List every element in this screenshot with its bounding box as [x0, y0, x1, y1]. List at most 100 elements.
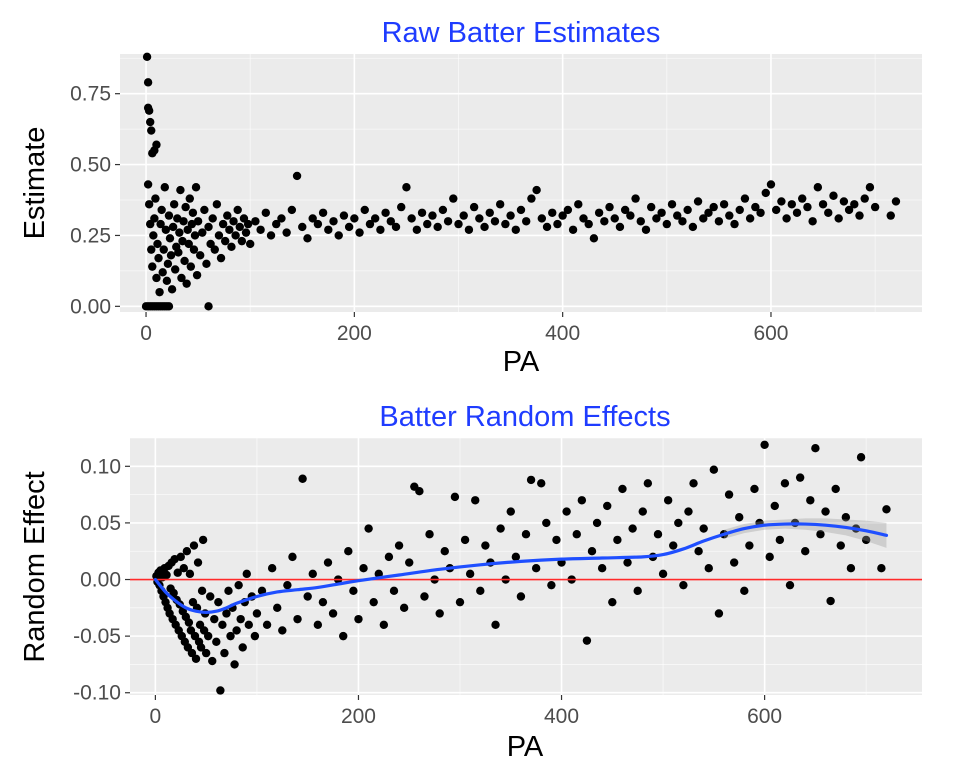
data-point [252, 609, 262, 618]
data-point [161, 225, 171, 234]
data-point [234, 580, 243, 590]
data-point [365, 219, 375, 229]
data-point [775, 535, 785, 545]
data-point [826, 596, 835, 606]
data-point [150, 214, 159, 223]
data-point [303, 234, 312, 243]
x-tick-label: 0 [140, 322, 152, 345]
data-point [232, 626, 241, 635]
data-point [210, 614, 219, 624]
data-point [438, 205, 448, 215]
data-point [245, 239, 255, 249]
data-point [261, 208, 271, 217]
y-tick-label: 0.05 [80, 512, 121, 535]
data-point [222, 609, 231, 618]
data-point [516, 205, 526, 215]
data-point [740, 586, 749, 596]
data-point [196, 643, 206, 652]
data-point [537, 479, 546, 488]
data-point [397, 202, 406, 212]
bottom-smooth-curve [153, 522, 889, 614]
data-point [162, 570, 171, 580]
data-point [238, 643, 247, 652]
data-point [192, 270, 202, 280]
data-point [144, 106, 154, 115]
data-point [806, 496, 815, 505]
data-point [198, 228, 207, 237]
data-point [481, 541, 490, 550]
data-point [618, 484, 627, 494]
data-point [798, 194, 807, 203]
data-point [584, 219, 593, 229]
data-point [204, 222, 213, 232]
data-point [203, 631, 213, 641]
x-tick-label: 400 [545, 322, 580, 345]
top-chart-title: Raw Batter Estimates [382, 17, 661, 49]
data-point [220, 236, 230, 246]
data-point [201, 648, 211, 658]
data-point [579, 214, 588, 223]
data-point [886, 211, 895, 220]
data-point [162, 276, 172, 286]
data-point [177, 273, 186, 283]
data-point [303, 592, 312, 601]
data-point [298, 222, 307, 232]
data-point [877, 563, 886, 573]
data-point [318, 208, 328, 217]
data-point [157, 205, 166, 215]
data-point [329, 217, 338, 226]
data-point [257, 586, 267, 596]
data-point [256, 225, 265, 234]
data-point [511, 225, 520, 234]
data-point [490, 217, 500, 226]
data-point [495, 200, 505, 209]
data-point [369, 597, 378, 607]
data-point [469, 202, 479, 212]
x-tick-label: 200 [341, 705, 376, 728]
data-point [237, 236, 247, 246]
data-point [440, 547, 449, 556]
data-point [803, 202, 812, 212]
data-point [831, 484, 840, 494]
data-point [212, 200, 222, 209]
data-point [344, 222, 354, 232]
data-point [760, 440, 769, 449]
data-point [548, 208, 557, 217]
y-tick-label: 0.50 [70, 154, 111, 177]
data-point [185, 194, 194, 203]
data-point [262, 620, 272, 630]
data-point [218, 620, 227, 630]
data-point [173, 568, 182, 577]
data-point [684, 507, 693, 516]
data-point [339, 211, 349, 220]
data-point [212, 637, 221, 646]
data-point [836, 541, 845, 550]
data-point [699, 214, 708, 223]
bottom-y-axis-title: Random Effect [19, 471, 51, 662]
data-point [147, 126, 156, 135]
data-point [407, 214, 416, 223]
data-point [152, 273, 161, 283]
data-point [658, 569, 668, 579]
data-point [669, 541, 678, 550]
data-point [164, 211, 174, 220]
data-point [277, 214, 286, 223]
data-point [435, 609, 444, 618]
data-point [443, 217, 453, 226]
data-point [283, 580, 292, 590]
data-point [506, 507, 515, 516]
data-point [882, 505, 891, 514]
data-point [433, 222, 442, 232]
data-point [663, 496, 673, 505]
data-point [801, 547, 810, 556]
data-point [405, 558, 414, 567]
data-point [165, 234, 175, 243]
data-point [242, 569, 251, 579]
data-point [730, 219, 739, 229]
data-point [220, 648, 229, 658]
data-point [865, 183, 875, 192]
data-point [318, 597, 328, 607]
top-y-axis-title: Estimate [19, 127, 51, 240]
data-point [344, 547, 353, 556]
data-point [169, 588, 178, 598]
